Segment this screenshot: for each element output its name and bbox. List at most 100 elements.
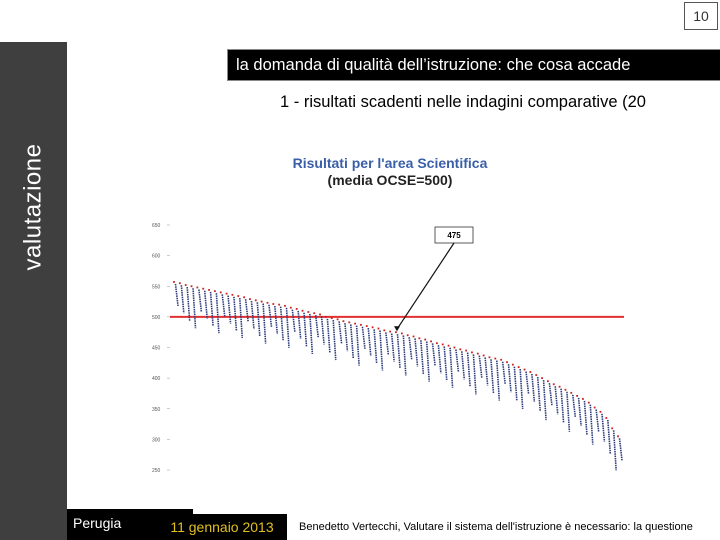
country-label <box>525 371 530 394</box>
country-label <box>583 400 588 436</box>
callout-arrowhead <box>394 326 400 332</box>
data-point <box>260 300 263 303</box>
country-label <box>496 360 501 401</box>
country-label <box>203 290 209 319</box>
data-point <box>196 286 199 289</box>
data-point <box>202 287 205 290</box>
data-point <box>576 394 579 397</box>
data-point <box>249 298 251 301</box>
data-point <box>605 417 608 419</box>
country-label <box>536 377 542 412</box>
data-point <box>307 311 310 313</box>
country-label <box>198 289 203 312</box>
country-label <box>519 369 524 410</box>
country-label <box>560 388 565 423</box>
country-label <box>180 285 185 314</box>
data-point <box>506 361 508 364</box>
data-point <box>471 351 473 354</box>
data-point <box>535 374 538 376</box>
data-point <box>354 322 357 325</box>
data-point <box>184 284 187 286</box>
country-label <box>385 332 390 355</box>
country-label <box>338 321 343 344</box>
data-point <box>570 391 573 394</box>
data-point <box>529 371 532 373</box>
country-label <box>285 307 290 348</box>
data-point <box>243 296 246 299</box>
y-tick-label: 350 <box>152 407 161 413</box>
chart-title: Risultati per l'area Scientifica (media … <box>270 155 510 189</box>
country-label <box>303 312 308 347</box>
data-point <box>582 398 584 400</box>
science-results-chart: 650 600 550 500 450 400 350 300 250 475 <box>152 223 624 474</box>
country-label <box>437 345 442 374</box>
country-label <box>472 354 477 395</box>
country-label <box>466 352 471 387</box>
slide-subtitle: 1 - risultati scadenti nelle indagini co… <box>280 93 646 111</box>
data-point <box>190 285 193 288</box>
country-label <box>238 298 244 339</box>
data-point <box>289 306 292 309</box>
data-point <box>558 385 561 388</box>
country-label <box>326 318 331 353</box>
country-label <box>531 373 536 403</box>
data-point <box>208 289 210 291</box>
data-point <box>342 320 345 323</box>
country-label <box>279 306 284 341</box>
data-point <box>383 329 386 332</box>
country-label <box>460 351 466 380</box>
slide-title: la domanda di qualità dell’istruzione: c… <box>227 49 720 81</box>
data-point <box>465 349 468 352</box>
data-point <box>237 295 240 297</box>
country-label <box>420 340 425 375</box>
data-point <box>231 293 234 296</box>
country-label <box>227 295 232 324</box>
country-label <box>402 335 407 376</box>
country-label <box>268 304 273 327</box>
country-label <box>542 380 547 421</box>
data-point <box>412 335 415 338</box>
country-label <box>291 309 296 332</box>
data-point <box>552 383 555 386</box>
data-point <box>178 282 181 285</box>
data-point <box>546 380 549 383</box>
country-label <box>507 364 512 393</box>
data-point <box>272 303 275 305</box>
data-point <box>313 312 316 315</box>
data-point <box>453 346 456 349</box>
data-point <box>319 313 321 316</box>
data-point <box>360 323 362 326</box>
callout-arrow <box>396 242 455 330</box>
data-point <box>611 427 614 430</box>
country-label <box>349 324 355 359</box>
country-label <box>192 288 197 329</box>
country-label <box>390 333 395 362</box>
data-point <box>447 344 450 347</box>
y-tick-label: 400 <box>152 376 161 382</box>
callout-label: 475 <box>447 231 461 240</box>
data-point <box>284 304 286 307</box>
country-label <box>566 391 571 432</box>
data-point <box>371 326 374 329</box>
country-label <box>443 346 448 381</box>
data-point <box>593 406 596 409</box>
data-point <box>278 303 281 306</box>
country-label <box>355 325 360 366</box>
country-label <box>250 301 255 330</box>
data-point <box>459 348 462 351</box>
y-tick-label: 300 <box>152 437 161 443</box>
country-label <box>262 303 267 344</box>
country-label <box>233 296 238 331</box>
data-point <box>511 363 514 366</box>
data-point <box>476 352 479 355</box>
country-label <box>215 293 220 334</box>
country-label <box>513 366 518 401</box>
data-point <box>377 327 380 330</box>
data-point <box>295 308 298 310</box>
country-label <box>244 299 249 322</box>
data-point <box>173 281 175 283</box>
country-label <box>478 355 483 378</box>
data-point <box>213 290 216 293</box>
data-point <box>441 343 444 346</box>
side-bar <box>0 42 67 540</box>
